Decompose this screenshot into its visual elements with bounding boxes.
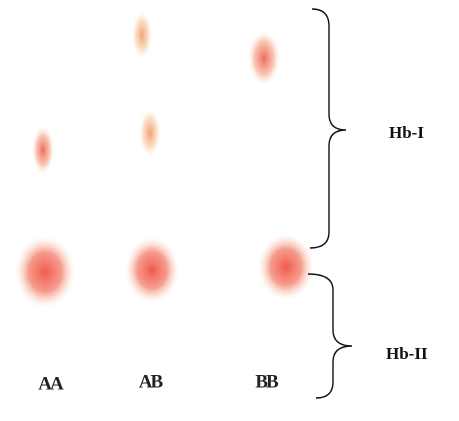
brace-upper — [310, 9, 346, 248]
spot-aa-hb2 — [15, 236, 75, 308]
lane-label: BB — [255, 371, 279, 392]
band-label: Hb-II — [386, 344, 428, 363]
lane-label: AB — [139, 371, 164, 392]
spot-aa-hb1 — [32, 126, 54, 174]
band-label: Hb-I — [389, 123, 424, 142]
brace-lower — [308, 274, 352, 398]
spot-ab-hb2 — [125, 237, 179, 303]
page: Hb-I Hb-II AA AB BB (() => { const data … — [0, 0, 459, 421]
lane-label: AA — [38, 373, 64, 394]
spot-ab-hb1 — [139, 109, 161, 157]
spot-bb-hb1 — [248, 31, 280, 85]
spot-ab-top — [132, 11, 152, 59]
spot-bb-hb2 — [258, 234, 314, 300]
gel-figure: Hb-I Hb-II AA AB BB — [0, 0, 459, 421]
